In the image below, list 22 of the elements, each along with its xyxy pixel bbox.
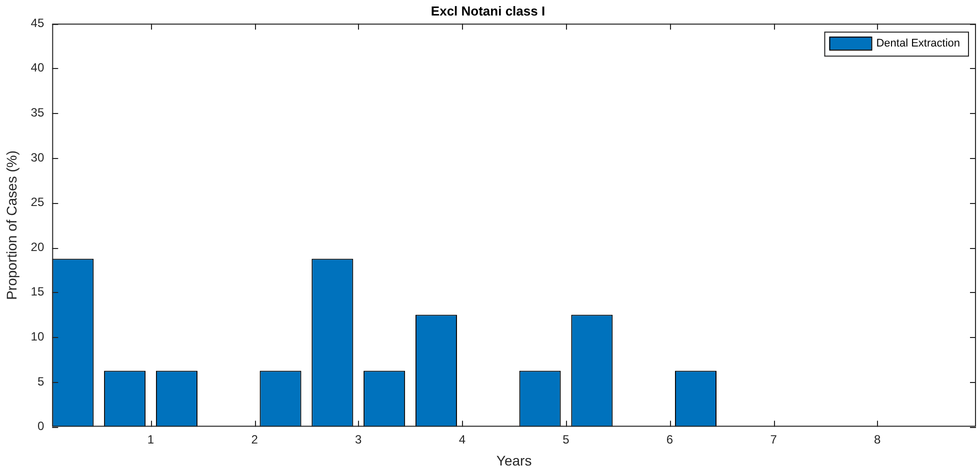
y-tick-label: 10 bbox=[30, 330, 44, 344]
x-tick-label: 8 bbox=[874, 432, 882, 446]
x-tick-label: 7 bbox=[770, 432, 778, 446]
y-tick-label: 20 bbox=[30, 240, 44, 254]
x-tick-label: 2 bbox=[251, 432, 258, 446]
legend-label: Dental Extraction bbox=[876, 38, 960, 50]
y-tick-label: 40 bbox=[30, 60, 44, 75]
y-tick-label: 15 bbox=[30, 284, 44, 299]
x-tick-label: 1 bbox=[147, 432, 154, 446]
y-tick-label: 0 bbox=[37, 419, 44, 434]
y-tick-label: 35 bbox=[30, 106, 44, 120]
y-axis-title: Proportion of Cases (%) bbox=[3, 150, 20, 300]
chart-title: Excl Notani class I bbox=[430, 3, 546, 18]
y-tick-label: 5 bbox=[37, 374, 44, 388]
x-axis-title: Years bbox=[496, 452, 532, 468]
x-tick-label: 4 bbox=[458, 432, 466, 446]
x-tick-label: 6 bbox=[666, 432, 674, 446]
x-tick-label: 3 bbox=[355, 432, 362, 446]
y-tick-label: 45 bbox=[30, 16, 44, 30]
y-tick-label: 25 bbox=[30, 195, 44, 210]
x-tick-label: 5 bbox=[562, 432, 570, 446]
y-tick-label: 30 bbox=[30, 150, 44, 164]
